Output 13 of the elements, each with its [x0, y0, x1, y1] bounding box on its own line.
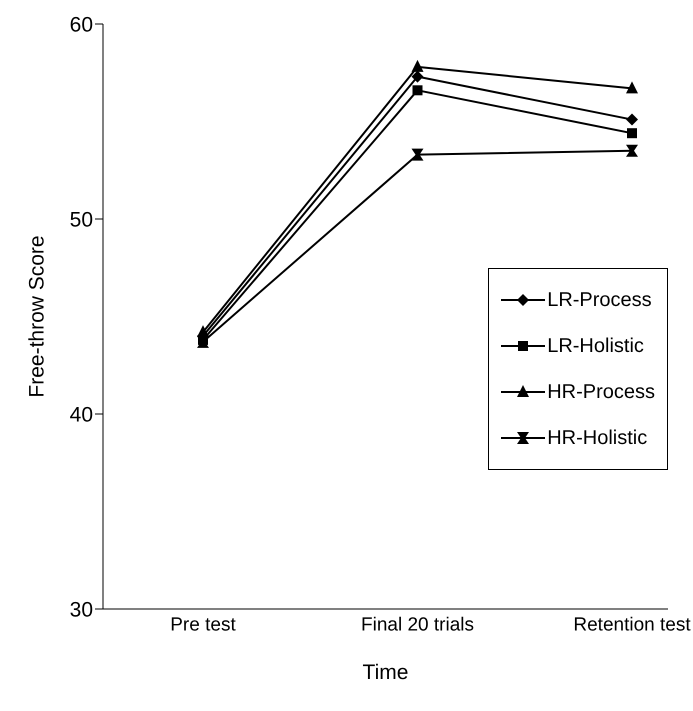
legend-label: LR-Process	[547, 288, 652, 312]
x-tick-label: Retention test	[573, 614, 692, 636]
x-tick-label: Pre test	[170, 614, 236, 636]
legend-label: LR-Holistic	[547, 334, 644, 358]
y-tick-label: 50	[70, 208, 93, 232]
legend-label: HR-Holistic	[547, 426, 648, 450]
y-tick-label: 60	[70, 13, 93, 36]
x-tick-label: Final 20 trials	[361, 614, 474, 636]
y-tick-label: 40	[70, 403, 93, 426]
legend-label: HR-Process	[547, 380, 655, 404]
y-axis-title: Free-throw Score	[25, 235, 48, 398]
x-axis-title: Time	[362, 661, 408, 684]
y-tick-label: 30	[70, 598, 93, 622]
